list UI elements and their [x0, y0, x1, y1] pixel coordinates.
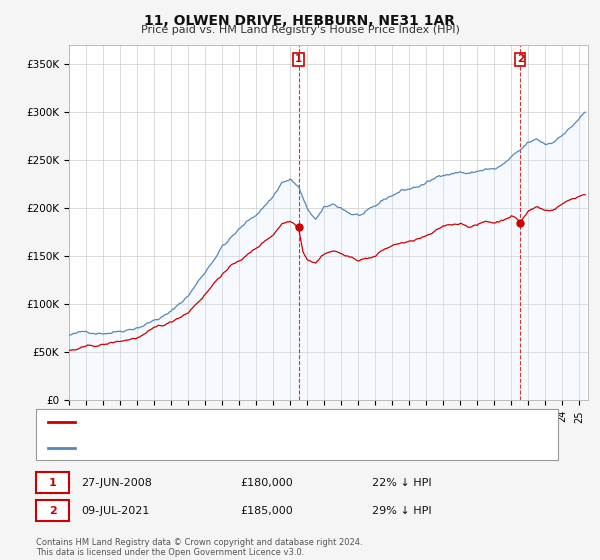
Text: Price paid vs. HM Land Registry's House Price Index (HPI): Price paid vs. HM Land Registry's House … — [140, 25, 460, 35]
Text: £185,000: £185,000 — [240, 506, 293, 516]
Text: 1: 1 — [295, 54, 302, 64]
Text: 11, OLWEN DRIVE, HEBBURN, NE31 1AR (detached house): 11, OLWEN DRIVE, HEBBURN, NE31 1AR (deta… — [81, 417, 384, 427]
Text: 29% ↓ HPI: 29% ↓ HPI — [372, 506, 431, 516]
Text: Contains HM Land Registry data © Crown copyright and database right 2024.
This d: Contains HM Land Registry data © Crown c… — [36, 538, 362, 557]
Text: 22% ↓ HPI: 22% ↓ HPI — [372, 478, 431, 488]
Text: 27-JUN-2008: 27-JUN-2008 — [81, 478, 152, 488]
Text: 2: 2 — [517, 54, 524, 64]
Text: 1: 1 — [49, 478, 56, 488]
Text: 2: 2 — [49, 506, 56, 516]
Text: 09-JUL-2021: 09-JUL-2021 — [81, 506, 149, 516]
Text: £180,000: £180,000 — [240, 478, 293, 488]
Text: HPI: Average price, detached house, South Tyneside: HPI: Average price, detached house, Sout… — [81, 443, 353, 453]
Text: 11, OLWEN DRIVE, HEBBURN, NE31 1AR: 11, OLWEN DRIVE, HEBBURN, NE31 1AR — [145, 14, 455, 28]
